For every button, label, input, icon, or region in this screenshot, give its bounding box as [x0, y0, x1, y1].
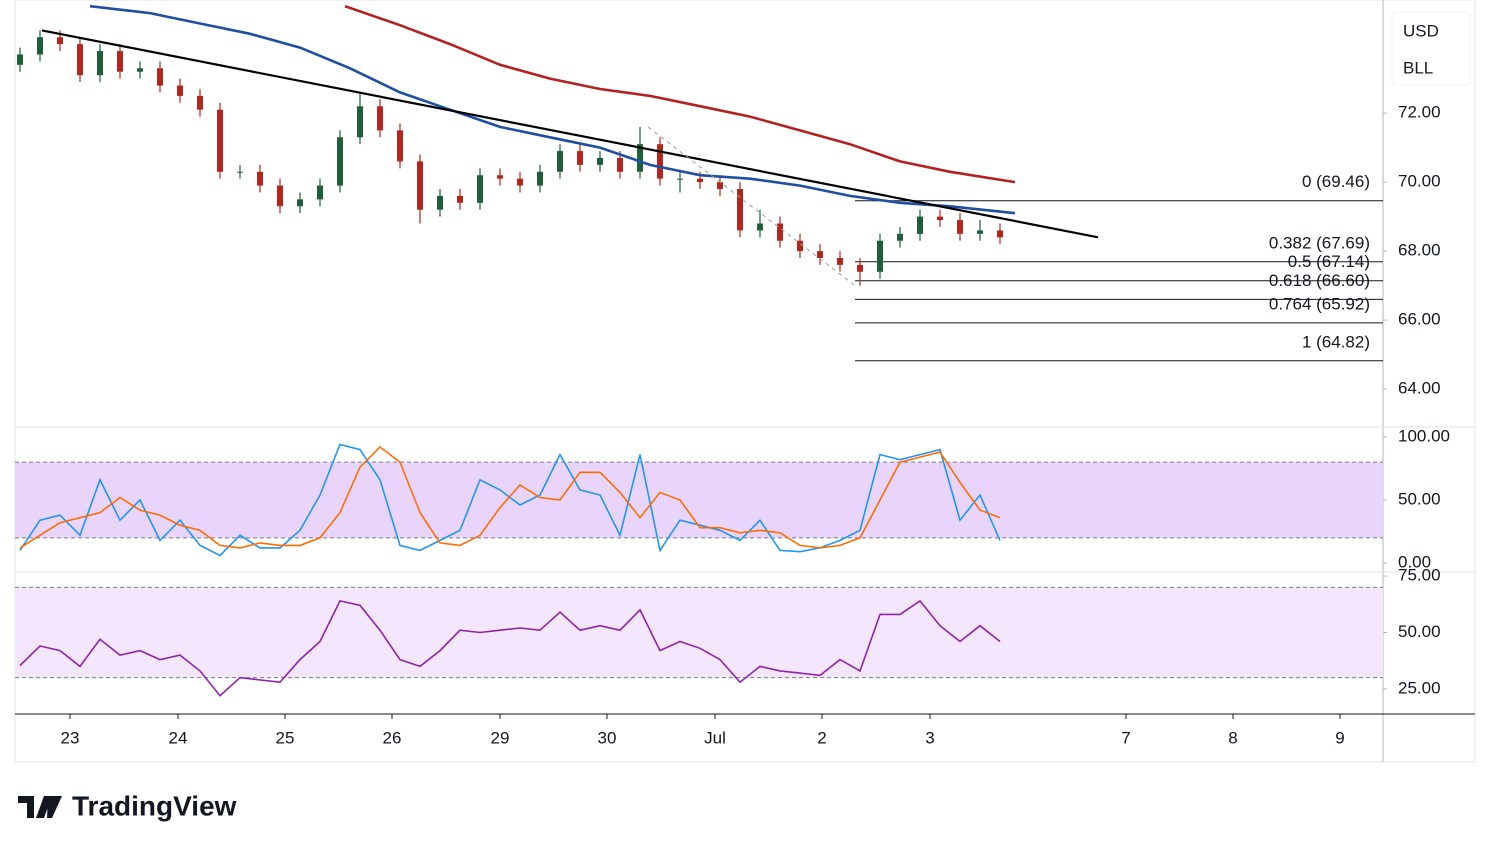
candle-body	[297, 199, 303, 207]
candle-body	[417, 161, 423, 210]
candle-body	[917, 216, 923, 234]
y-tick-label: 50.00	[1398, 622, 1441, 641]
symbol-box	[1391, 11, 1471, 86]
candle-body	[877, 240, 883, 272]
candle-body	[77, 44, 83, 76]
candle-body	[737, 189, 743, 231]
y-tick-label: 50.00	[1398, 489, 1441, 508]
symbol: BLL	[1403, 58, 1433, 77]
candle-body	[517, 178, 523, 186]
candle-body	[957, 220, 963, 234]
candle-body	[317, 185, 323, 200]
band	[15, 587, 1383, 678]
candle-body	[437, 195, 443, 210]
candle-body	[97, 51, 103, 76]
candle-body	[617, 157, 623, 172]
moving-average	[89, 4, 1016, 215]
y-tick-label: 100.00	[1398, 426, 1450, 445]
candle-body	[977, 230, 983, 234]
y-tick-label: 70.00	[1398, 172, 1441, 191]
candle-body	[277, 185, 283, 207]
x-tick-label: 3	[925, 728, 934, 747]
logo: TradingView	[18, 790, 237, 821]
x-tick-label: 29	[491, 728, 510, 747]
candle-body	[637, 144, 643, 172]
candle-body	[237, 171, 243, 173]
candle-body	[757, 223, 763, 231]
candle-body	[817, 251, 823, 258]
fib-label: 0.764 (65.92)	[1269, 294, 1370, 313]
trend-line	[41, 29, 1099, 239]
candle-body	[257, 171, 263, 186]
candle-body	[937, 216, 943, 221]
currency: USD	[1403, 21, 1439, 40]
x-tick-label: 25	[276, 728, 295, 747]
candle-body	[377, 106, 383, 131]
x-tick-label: 8	[1228, 728, 1237, 747]
candle-body	[677, 178, 683, 180]
candle-body	[137, 68, 143, 72]
fib-label: 0 (69.46)	[1302, 172, 1370, 191]
candle-body	[837, 257, 843, 265]
candle-body	[477, 175, 483, 203]
y-tick-label: 75.00	[1398, 566, 1441, 585]
fib-label: 0.382 (67.69)	[1269, 233, 1370, 252]
fib-label: 0.618 (66.60)	[1269, 271, 1370, 290]
indicator-line	[19, 599, 1001, 697]
y-tick-label: 66.00	[1398, 310, 1441, 329]
candle-body	[697, 178, 703, 183]
candle-body	[457, 195, 463, 203]
fib-label: 0.5 (67.14)	[1288, 252, 1370, 271]
candle-body	[357, 106, 363, 138]
candle-body	[577, 151, 583, 165]
candle-body	[17, 54, 23, 65]
x-tick-label: 23	[61, 728, 80, 747]
x-tick-label: 2	[817, 728, 826, 747]
brand: TradingView	[72, 790, 237, 821]
fib-label: 1 (64.82)	[1302, 332, 1370, 351]
candle-body	[797, 240, 803, 252]
y-tick-label: 72.00	[1398, 103, 1441, 122]
candle-body	[997, 230, 1003, 238]
indicator-line	[19, 445, 1001, 549]
y-tick-label: 0.00	[1398, 553, 1431, 572]
x-tick-label: 26	[383, 728, 402, 747]
x-tick-label: 7	[1121, 728, 1130, 747]
candle-body	[177, 85, 183, 96]
candle-body	[537, 171, 543, 186]
candle-body	[597, 157, 603, 165]
candle-body	[557, 151, 563, 172]
candle-body	[217, 109, 223, 172]
candle-body	[337, 137, 343, 186]
y-tick-label: 64.00	[1398, 379, 1441, 398]
candle-body	[197, 95, 203, 110]
candle-body	[117, 51, 123, 72]
candle-body	[57, 37, 63, 45]
moving-average	[344, 4, 1016, 184]
logo-icon	[18, 796, 62, 818]
candle-body	[157, 68, 163, 86]
x-tick-label: 9	[1335, 728, 1344, 747]
x-tick-label: 24	[169, 728, 188, 747]
candle-body	[717, 182, 723, 190]
candle-body	[857, 264, 863, 272]
trend-line	[647, 126, 856, 286]
y-tick-label: 68.00	[1398, 241, 1441, 260]
candle-body	[397, 130, 403, 162]
candle-body	[37, 37, 43, 55]
candle-body	[897, 233, 903, 241]
candle-body	[497, 175, 503, 179]
y-tick-label: 25.00	[1398, 678, 1441, 697]
x-tick-label: Jul	[704, 728, 726, 747]
x-tick-label: 30	[598, 728, 617, 747]
candle-body	[777, 223, 783, 241]
candle-body	[657, 144, 663, 179]
